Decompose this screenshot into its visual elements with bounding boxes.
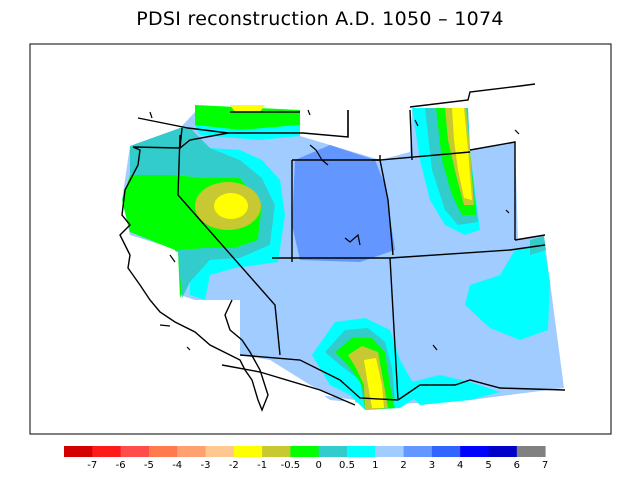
- legend-tick-label: -7: [87, 460, 97, 471]
- legend-tick-label: -5: [144, 460, 154, 471]
- legend-tick-label: 7: [542, 460, 548, 471]
- pdsi-missing-west: [122, 235, 240, 355]
- legend-tick-label: 2: [400, 460, 406, 471]
- legend-swatch: [488, 446, 518, 457]
- legend-tick-label: 3: [429, 460, 435, 471]
- pdsi-region-2-3: [292, 145, 395, 262]
- legend-tick-label: -6: [116, 460, 126, 471]
- pdsi-region-cyan-west: [130, 128, 275, 298]
- legend-swatch: [64, 446, 93, 457]
- pdsi-region-top-yellow: [230, 105, 265, 112]
- legend-swatch: [318, 446, 348, 457]
- legend-swatch: [177, 446, 206, 457]
- legend-swatch: [403, 446, 433, 457]
- lakes: [149, 109, 520, 351]
- legend-swatch: [120, 446, 150, 457]
- legend-tick-label: -2: [229, 460, 239, 471]
- legend-swatch: [516, 446, 546, 457]
- legend-tick-label: 4: [457, 460, 463, 471]
- legend-swatch: [205, 446, 235, 457]
- legend-tick-label: -3: [201, 460, 211, 471]
- legend-swatch: [233, 446, 263, 457]
- pdsi-region-se-cyan: [465, 246, 550, 340]
- legend-swatch: [431, 446, 461, 457]
- pdsi-region-sw-yellow: [364, 358, 384, 408]
- pdsi-region-top-green: [195, 105, 300, 130]
- legend-tick-label: -0.5: [281, 460, 301, 471]
- legend-swatch: [92, 446, 122, 457]
- pdsi-spot-yellow: [214, 193, 248, 219]
- coastline: [119, 146, 356, 412]
- legend-swatch: [148, 446, 178, 457]
- legend-tick-label: -4: [172, 460, 182, 471]
- legend-tick-label: -1: [257, 460, 267, 471]
- legend-tick-label: 6: [514, 460, 520, 471]
- legend-swatch: [262, 446, 291, 457]
- legend-swatch: [347, 446, 376, 457]
- legend-swatch: [460, 446, 489, 457]
- state-boundaries: [132, 83, 566, 401]
- pdsi-region-east-yellow: [452, 108, 472, 200]
- legend-tick-label: 1: [372, 460, 378, 471]
- legend-tick-label: 0: [316, 460, 322, 471]
- map-title: PDSI reconstruction A.D. 1050 – 1074: [136, 8, 504, 30]
- legend-tick-label: 0.5: [339, 460, 355, 471]
- legend-swatch: [290, 446, 320, 457]
- pdsi-missing-south: [260, 360, 355, 405]
- legend-swatch: [375, 446, 405, 457]
- pdsi-region-se-cyan-bottom: [400, 375, 500, 405]
- legend-tick-label: 5: [485, 460, 491, 471]
- pdsi-region-cyan-west-2: [190, 148, 285, 300]
